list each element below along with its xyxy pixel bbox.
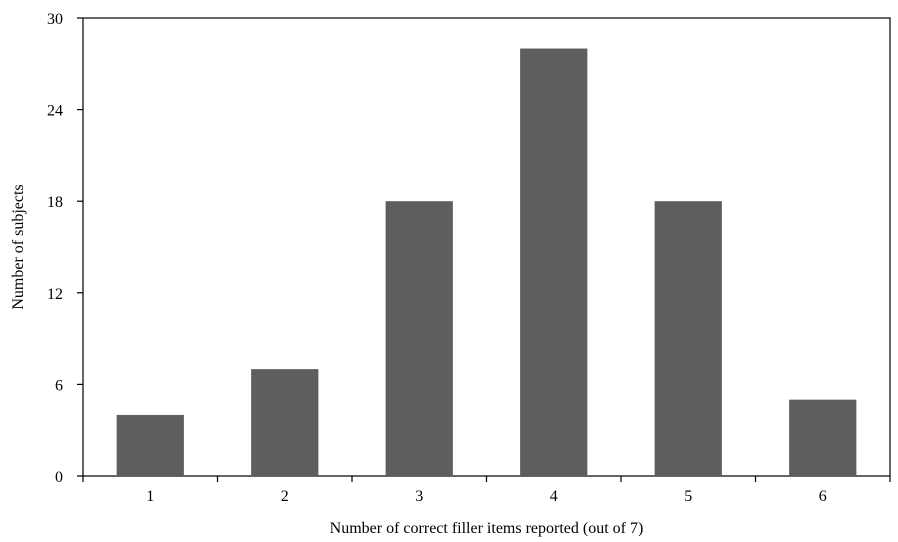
plot-border	[82, 17, 891, 477]
x-tick-label: 4	[550, 488, 558, 505]
y-tick-label: 30	[47, 11, 63, 28]
x-axis-label: Number of correct filler items reported …	[330, 520, 644, 537]
x-tick-label: 2	[281, 488, 289, 505]
x-tick-label: 5	[684, 488, 692, 505]
y-axis-ticks: 0 6 12 18 24 30	[47, 11, 83, 486]
bar-1	[116, 414, 184, 476]
y-tick-label: 0	[55, 469, 63, 486]
x-tick-label: 1	[146, 488, 154, 505]
plot-frame	[82, 17, 891, 477]
x-tick-label: 6	[819, 488, 827, 505]
x-axis-ticks: 1 2 3 4 5 6	[82, 476, 891, 505]
bar-5	[654, 201, 722, 476]
y-tick-label: 12	[47, 286, 63, 303]
y-tick-label: 6	[55, 377, 63, 394]
bars	[116, 48, 857, 477]
y-tick-label: 18	[47, 194, 63, 211]
bar-6	[789, 399, 857, 476]
y-tick-label: 24	[47, 103, 63, 120]
bar-2	[251, 369, 319, 476]
bar-3	[385, 201, 453, 476]
bar-4	[520, 48, 588, 477]
y-axis-label: Number of subjects	[10, 184, 27, 309]
x-tick-label: 3	[415, 488, 423, 505]
